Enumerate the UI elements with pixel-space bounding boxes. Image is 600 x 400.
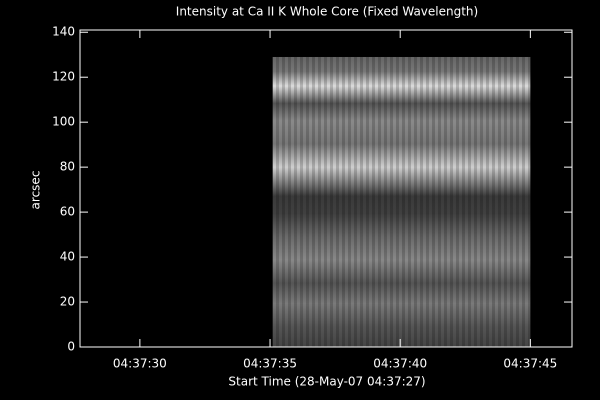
y-tick-label: 80	[60, 160, 75, 174]
x-axis-label: Start Time (28-May-07 04:37:27)	[228, 375, 425, 389]
x-tick-label: 04:37:40	[373, 357, 427, 371]
y-tick-label: 40	[60, 250, 75, 264]
y-tick-label: 60	[60, 205, 75, 219]
y-tick-label: 120	[52, 70, 75, 84]
image-texture	[272, 56, 531, 347]
y-tick-label: 100	[52, 115, 75, 129]
y-tick-label: 140	[52, 25, 75, 39]
plot-frame	[79, 29, 573, 348]
y-tick-label: 20	[60, 295, 75, 309]
x-tick-label: 04:37:45	[503, 357, 557, 371]
y-tick-label: 0	[67, 340, 75, 354]
x-tick-label: 04:37:30	[113, 357, 167, 371]
y-axis-label: arcsec	[29, 171, 43, 210]
chart-title: Intensity at Ca II K Whole Core (Fixed W…	[176, 5, 478, 19]
x-tick-label: 04:37:35	[243, 357, 297, 371]
